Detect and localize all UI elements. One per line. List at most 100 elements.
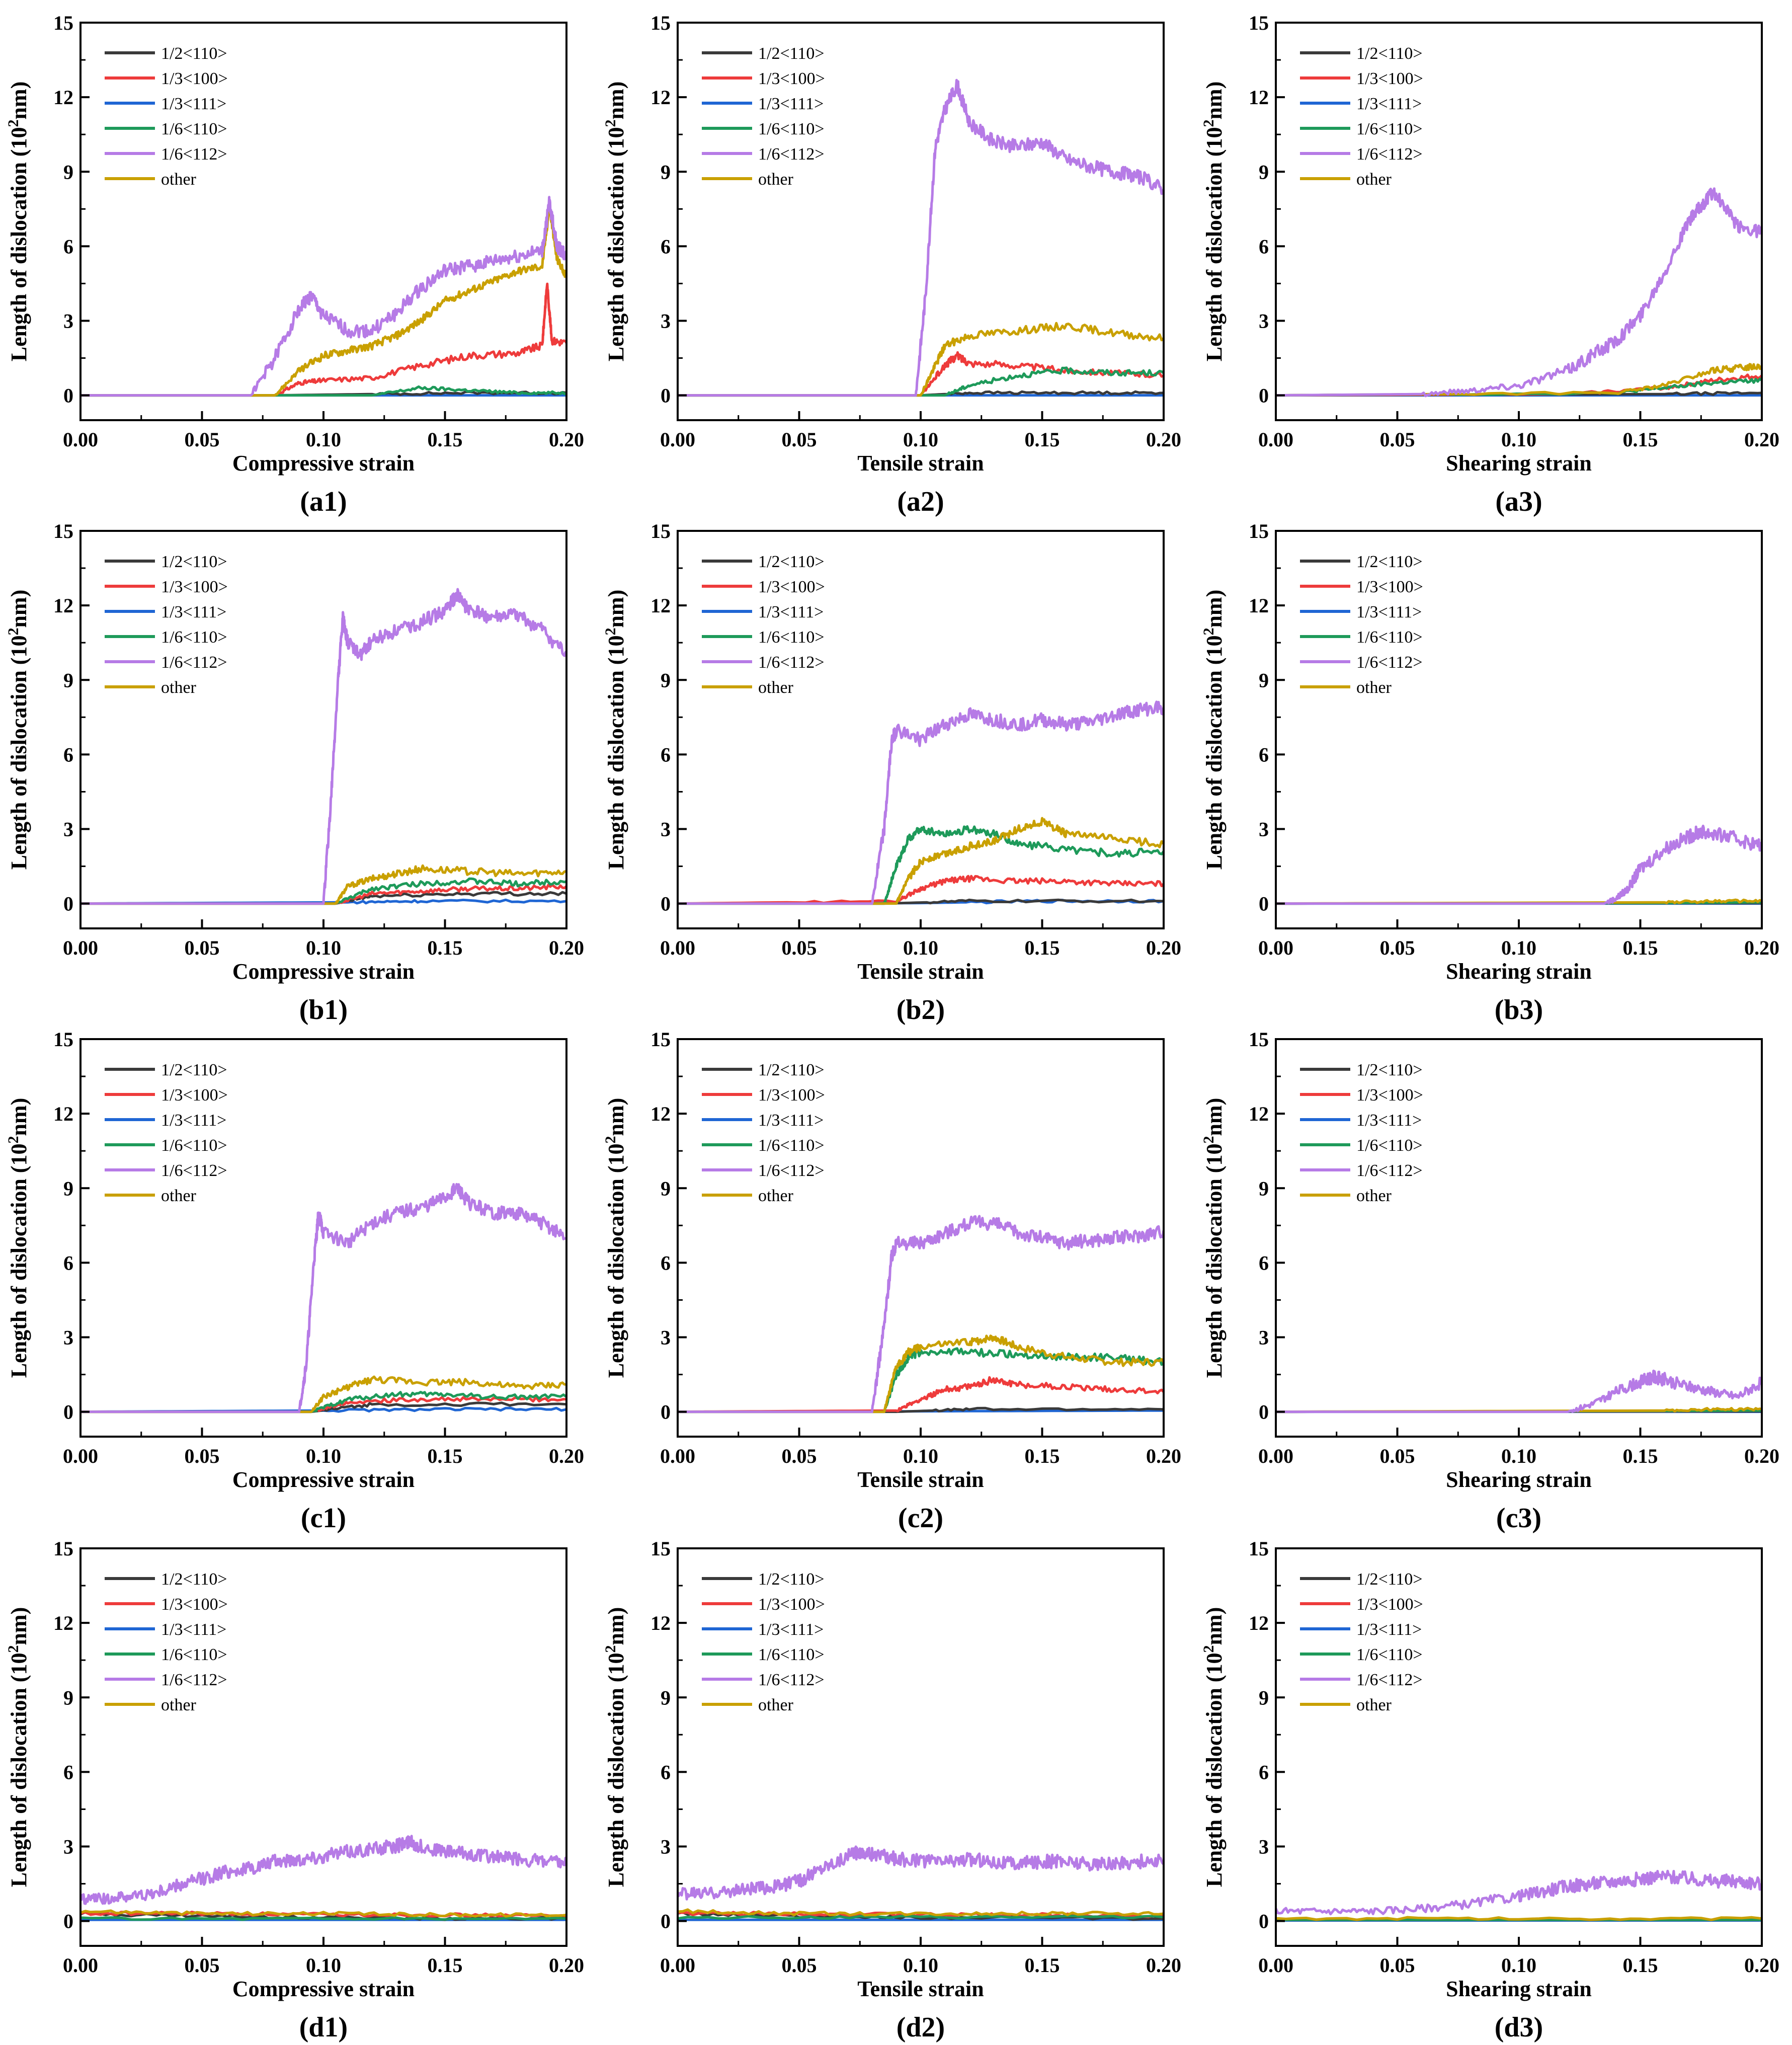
y-tick-label: 12 xyxy=(650,1103,671,1125)
chart-d1: 0.00 0.05 0.10 0.15 0.20 0 3 6 9 12 15 Compressive … xyxy=(5,1537,584,2043)
y-tick-label: 15 xyxy=(1249,12,1269,34)
x-tick-label: 0.05 xyxy=(782,1445,817,1467)
legend-label: 1/3<111> xyxy=(758,95,824,113)
chart-a3: 0.00 0.05 0.10 0.15 0.20 0 3 6 9 12 15 Shearing str… xyxy=(1200,12,1779,517)
x-tick-label: 0.10 xyxy=(306,1954,341,1977)
chart-d3: 0.00 0.05 0.10 0.15 0.20 0 3 6 9 12 15 Shearing str… xyxy=(1200,1537,1779,2043)
legend-label: 1/2<110> xyxy=(758,1061,825,1079)
panel-label: (c2) xyxy=(898,1503,943,1534)
legend-label: 1/6<110> xyxy=(161,628,227,647)
x-tick-label: 0.20 xyxy=(549,1954,584,1977)
x-tick-label: 0.15 xyxy=(1025,936,1060,959)
x-tick-label: 0.10 xyxy=(903,1954,938,1977)
x-tick-label: 0.10 xyxy=(903,428,938,451)
chart-b3: 0.00 0.05 0.10 0.15 0.20 0 3 6 9 12 15 Shearing str… xyxy=(1200,520,1779,1026)
series-line-1-6-112- xyxy=(678,1215,1164,1413)
y-axis-title: Length of dislocation (102nm) xyxy=(5,590,31,870)
x-tick-label: 0.15 xyxy=(428,1445,463,1467)
x-tick-label: 0.05 xyxy=(1380,428,1415,451)
y-axis-title: Length of dislocation (102nm) xyxy=(1200,590,1227,870)
y-tick-label: 12 xyxy=(1249,594,1269,617)
legend-label: 1/3<100> xyxy=(161,578,228,596)
plot-frame xyxy=(79,1547,567,1947)
legend-label: 1/6<112> xyxy=(161,1671,227,1689)
legend-label: 1/3<100> xyxy=(758,1595,825,1614)
series-line-other xyxy=(678,1908,1164,1917)
legend-label: 1/3<100> xyxy=(758,69,825,88)
y-axis-title: Length of dislocation (102nm) xyxy=(5,1098,31,1378)
legend-label: other xyxy=(161,1696,197,1714)
chart-c2: 0.00 0.05 0.10 0.15 0.20 0 3 6 9 12 15 Tensile stra… xyxy=(602,1028,1181,1534)
legend-label: 1/3<111> xyxy=(161,1111,226,1130)
legend-label: 1/6<110> xyxy=(758,120,825,138)
y-tick-label: 9 xyxy=(1259,1686,1269,1709)
panel-label: (b2) xyxy=(897,994,945,1026)
x-tick-label: 0.20 xyxy=(1146,1445,1181,1467)
plot-frame xyxy=(79,22,567,421)
legend-label: 1/3<111> xyxy=(758,1620,824,1639)
legend-label: other xyxy=(1356,678,1392,697)
y-axis-title: Length of dislocation (102nm) xyxy=(5,1607,31,1887)
legend-label: 1/6<112> xyxy=(1356,1671,1423,1689)
y-tick-label: 6 xyxy=(661,1251,671,1274)
legend-label: 1/6<110> xyxy=(161,120,227,138)
x-tick-label: 0.15 xyxy=(428,936,463,959)
y-tick-label: 15 xyxy=(650,12,671,34)
y-tick-label: 6 xyxy=(1259,1761,1269,1783)
y-tick-label: 15 xyxy=(53,520,73,542)
x-tick-label: 0.10 xyxy=(1501,936,1536,959)
legend-label: 1/2<110> xyxy=(161,553,227,571)
legend-label: 1/6<112> xyxy=(161,145,227,164)
x-tick-label: 0.05 xyxy=(185,936,220,959)
series-line-1-3-100- xyxy=(80,1911,566,1918)
series-line-1-6-110- xyxy=(678,825,1164,905)
x-tick-label: 0.15 xyxy=(1623,936,1658,959)
y-tick-label: 0 xyxy=(661,1401,671,1424)
y-tick-label: 6 xyxy=(661,235,671,258)
y-tick-label: 3 xyxy=(1259,1836,1269,1858)
legend-label: 1/3<111> xyxy=(1356,95,1422,113)
series-line-1-6-110- xyxy=(80,1916,566,1921)
y-tick-label: 9 xyxy=(1259,1177,1269,1200)
y-tick-label: 6 xyxy=(661,1761,671,1783)
x-tick-label: 0.05 xyxy=(782,1954,817,1977)
y-tick-label: 6 xyxy=(63,235,73,258)
y-tick-label: 9 xyxy=(661,161,671,183)
y-tick-label: 6 xyxy=(661,743,671,766)
panel-label: (d3) xyxy=(1495,2012,1543,2043)
legend-label: other xyxy=(758,1187,794,1205)
y-tick-label: 9 xyxy=(1259,161,1269,183)
legend-label: other xyxy=(161,170,197,189)
legend-label: other xyxy=(161,1187,197,1205)
legend-label: 1/6<112> xyxy=(758,1671,825,1689)
y-tick-label: 15 xyxy=(650,1537,671,1560)
series-line-1-3-100- xyxy=(678,875,1164,905)
y-tick-label: 9 xyxy=(661,1177,671,1200)
legend-label: 1/6<112> xyxy=(161,1161,227,1180)
legend-label: 1/6<112> xyxy=(758,145,825,164)
legend-label: 1/3<111> xyxy=(161,603,226,621)
x-tick-label: 0.00 xyxy=(1258,936,1293,959)
y-axis-title: Length of dislocation (102nm) xyxy=(602,590,628,870)
y-tick-label: 9 xyxy=(661,669,671,691)
series-line-1-6-112- xyxy=(80,196,566,397)
series-line-1-3-100- xyxy=(80,282,566,397)
panel-label: (a1) xyxy=(300,486,347,517)
legend-label: 1/3<111> xyxy=(161,95,226,113)
legend-label: 1/3<100> xyxy=(1356,578,1423,596)
y-tick-label: 3 xyxy=(63,1836,73,1858)
chart-c1: 0.00 0.05 0.10 0.15 0.20 0 3 6 9 12 15 Compressive … xyxy=(5,1028,584,1534)
y-tick-label: 9 xyxy=(1259,669,1269,691)
series-line-1-6-112- xyxy=(678,1845,1164,1901)
y-tick-label: 6 xyxy=(1259,743,1269,766)
x-tick-label: 0.10 xyxy=(903,1445,938,1467)
legend-label: other xyxy=(758,1696,794,1714)
y-tick-label: 3 xyxy=(661,818,671,841)
panel-label: (a2) xyxy=(897,486,944,517)
legend-label: 1/3<111> xyxy=(758,603,824,621)
y-tick-label: 0 xyxy=(1259,893,1269,915)
legend-label: other xyxy=(161,678,197,697)
x-tick-label: 0.10 xyxy=(1501,428,1536,451)
y-tick-label: 9 xyxy=(661,1686,671,1709)
